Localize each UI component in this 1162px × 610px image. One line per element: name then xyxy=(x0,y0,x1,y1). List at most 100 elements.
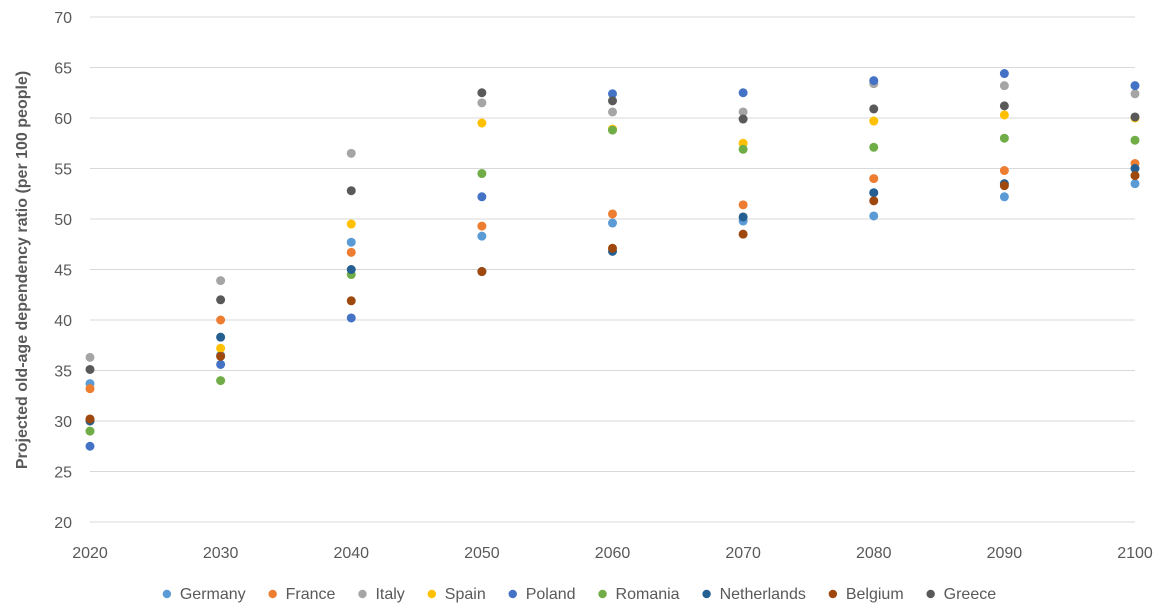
legend-item-belgium: Belgium xyxy=(828,586,904,603)
point-belgium-2050 xyxy=(477,267,487,277)
y-tick-label: 65 xyxy=(54,61,72,78)
point-belgium-2070 xyxy=(738,229,748,239)
point-germany-2060 xyxy=(608,218,617,228)
point-germany-2080 xyxy=(869,211,879,221)
point-greece-2060 xyxy=(608,96,617,106)
point-italy-2020 xyxy=(85,352,95,362)
y-tick-label: 30 xyxy=(54,414,72,431)
legend-marker xyxy=(162,589,172,599)
point-greece-2090 xyxy=(999,101,1009,111)
legend-item-greece: Greece xyxy=(926,586,996,603)
point-spain-2030 xyxy=(216,343,226,353)
legend-label: Poland xyxy=(526,586,576,603)
legend-marker xyxy=(358,589,367,599)
y-tick-label: 45 xyxy=(54,263,72,280)
point-netherlands-2080 xyxy=(869,188,879,198)
legend-label: Germany xyxy=(180,586,246,603)
point-france-2070 xyxy=(738,200,748,210)
point-italy-2030 xyxy=(216,276,226,286)
legend-item-romania: Romania xyxy=(598,586,680,603)
point-france-2050 xyxy=(477,221,487,231)
legend-label: Italy xyxy=(375,586,404,603)
legend-item-poland: Poland xyxy=(508,586,576,603)
legend-item-germany: Germany xyxy=(162,586,246,603)
legend-item-spain: Spain xyxy=(427,586,486,603)
point-spain-2090 xyxy=(999,110,1009,120)
point-romania-2020 xyxy=(85,426,95,436)
gridlines xyxy=(90,16,1135,523)
legend-label: France xyxy=(286,586,336,603)
point-romania-2050 xyxy=(477,169,487,179)
legend-item-france: France xyxy=(268,586,336,603)
legend-item-italy: Italy xyxy=(358,586,405,603)
x-axis-ticks: 2020 2030 2040 2050 2060 2070 2080 2090 2100 xyxy=(72,545,1153,562)
point-italy-2040 xyxy=(346,148,356,158)
point-france-2090 xyxy=(999,166,1009,176)
data-points xyxy=(85,69,1140,451)
y-tick-label: 70 xyxy=(54,10,72,27)
legend-marker xyxy=(427,589,437,599)
point-italy-2070 xyxy=(738,107,748,117)
x-tick-label: 2020 xyxy=(72,545,108,562)
y-axis-title: Projected old-age dependency ratio (per … xyxy=(14,71,31,469)
point-romania-2060 xyxy=(608,125,617,135)
legend-marker xyxy=(598,589,607,599)
point-germany-2040 xyxy=(346,237,356,247)
point-spain-2050 xyxy=(477,118,487,128)
legend-label: Belgium xyxy=(846,586,904,603)
point-poland-2090 xyxy=(999,69,1009,79)
y-axis-ticks: 20 25 30 35 40 45 50 55 60 65 70 xyxy=(54,10,72,532)
point-italy-2060 xyxy=(608,107,617,117)
point-romania-2090 xyxy=(999,133,1009,143)
y-tick-label: 20 xyxy=(54,515,72,532)
point-france-2060 xyxy=(608,209,617,219)
y-tick-label: 35 xyxy=(54,364,72,381)
legend-item-netherlands: Netherlands xyxy=(702,586,806,603)
x-tick-label: 2030 xyxy=(203,545,239,562)
y-tick-label: 40 xyxy=(54,313,72,330)
legend-label: Greece xyxy=(944,586,997,603)
x-tick-label: 2090 xyxy=(987,545,1023,562)
y-tick-label: 60 xyxy=(54,111,72,128)
point-poland-2030 xyxy=(216,359,226,369)
y-tick-label: 55 xyxy=(54,162,72,179)
point-belgium-2040 xyxy=(346,296,356,306)
legend-marker xyxy=(508,589,517,599)
legend-label: Spain xyxy=(445,586,486,603)
point-greece-2080 xyxy=(869,104,879,114)
point-poland-2080 xyxy=(869,76,879,86)
point-greece-2020 xyxy=(85,364,95,374)
point-belgium-2030 xyxy=(216,351,226,361)
point-spain-2080 xyxy=(869,116,879,126)
point-netherlands-2100 xyxy=(1130,164,1140,173)
point-poland-2040 xyxy=(346,313,356,323)
point-belgium-2020 xyxy=(85,414,95,424)
point-italy-2090 xyxy=(999,81,1009,91)
x-tick-label: 2080 xyxy=(856,545,892,562)
point-spain-2040 xyxy=(346,219,356,229)
point-germany-2090 xyxy=(999,192,1009,202)
point-netherlands-2040 xyxy=(346,265,356,274)
legend-marker xyxy=(828,589,838,599)
x-tick-label: 2040 xyxy=(333,545,369,562)
point-germany-2050 xyxy=(477,231,487,241)
legend-marker xyxy=(702,589,711,599)
legend-label: Netherlands xyxy=(720,586,806,603)
point-poland-2050 xyxy=(477,192,487,202)
point-italy-2100 xyxy=(1130,89,1140,99)
point-france-2030 xyxy=(216,315,226,325)
point-belgium-2080 xyxy=(869,196,879,206)
legend-marker xyxy=(268,589,277,599)
legend: Germany France Italy Spain Poland Romania Neth… xyxy=(162,586,996,603)
point-greece-2050 xyxy=(477,88,487,98)
point-italy-2050 xyxy=(477,98,487,108)
point-greece-2040 xyxy=(346,186,356,196)
point-poland-2070 xyxy=(738,88,748,98)
point-greece-2070 xyxy=(738,114,748,124)
point-poland-2060 xyxy=(608,89,617,99)
legend-marker xyxy=(926,589,935,599)
point-poland-2100 xyxy=(1130,81,1140,91)
point-romania-2080 xyxy=(869,142,879,152)
